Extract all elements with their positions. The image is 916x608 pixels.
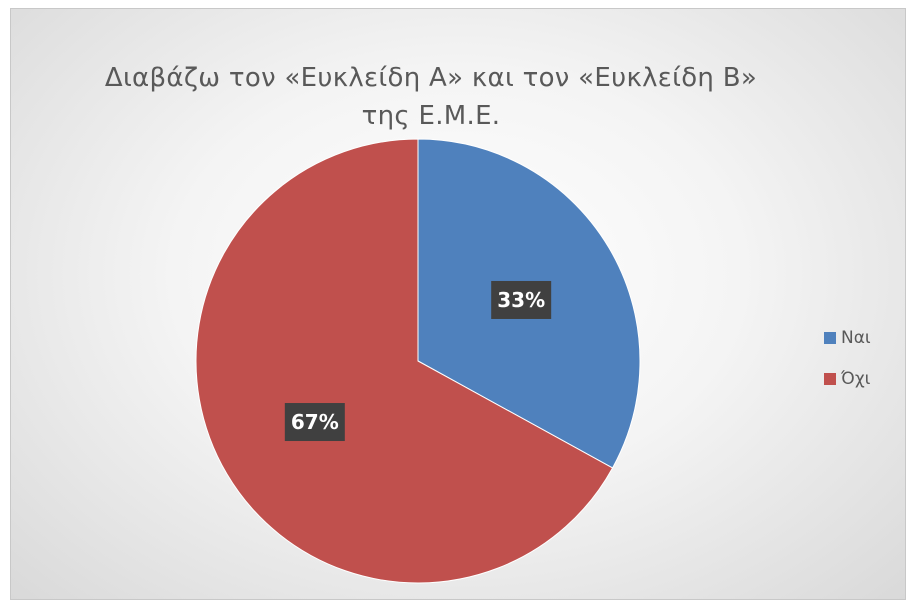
data-label-box-0 — [491, 280, 552, 319]
chart-title: Διαβάζω τον «Ευκλείδη Α» και τον «Ευκλεί… — [104, 63, 758, 131]
legend-swatch-ochi — [824, 373, 836, 385]
legend-label-nai: Ναι — [841, 328, 871, 348]
pie-slice-1 — [195, 138, 614, 584]
legend-label-ochi: Όχι — [841, 369, 871, 389]
legend: Ναι Όχι — [824, 328, 871, 410]
data-label-text-1: 67% — [291, 410, 339, 434]
legend-swatch-nai — [824, 332, 836, 344]
data-label-0: 33% — [491, 280, 552, 319]
data-label-text-0: 33% — [497, 288, 545, 312]
legend-item-ochi: Όχι — [824, 369, 871, 389]
data-label-box-1 — [284, 403, 345, 442]
data-label-1: 67% — [284, 403, 345, 442]
legend-item-nai: Ναι — [824, 328, 871, 348]
